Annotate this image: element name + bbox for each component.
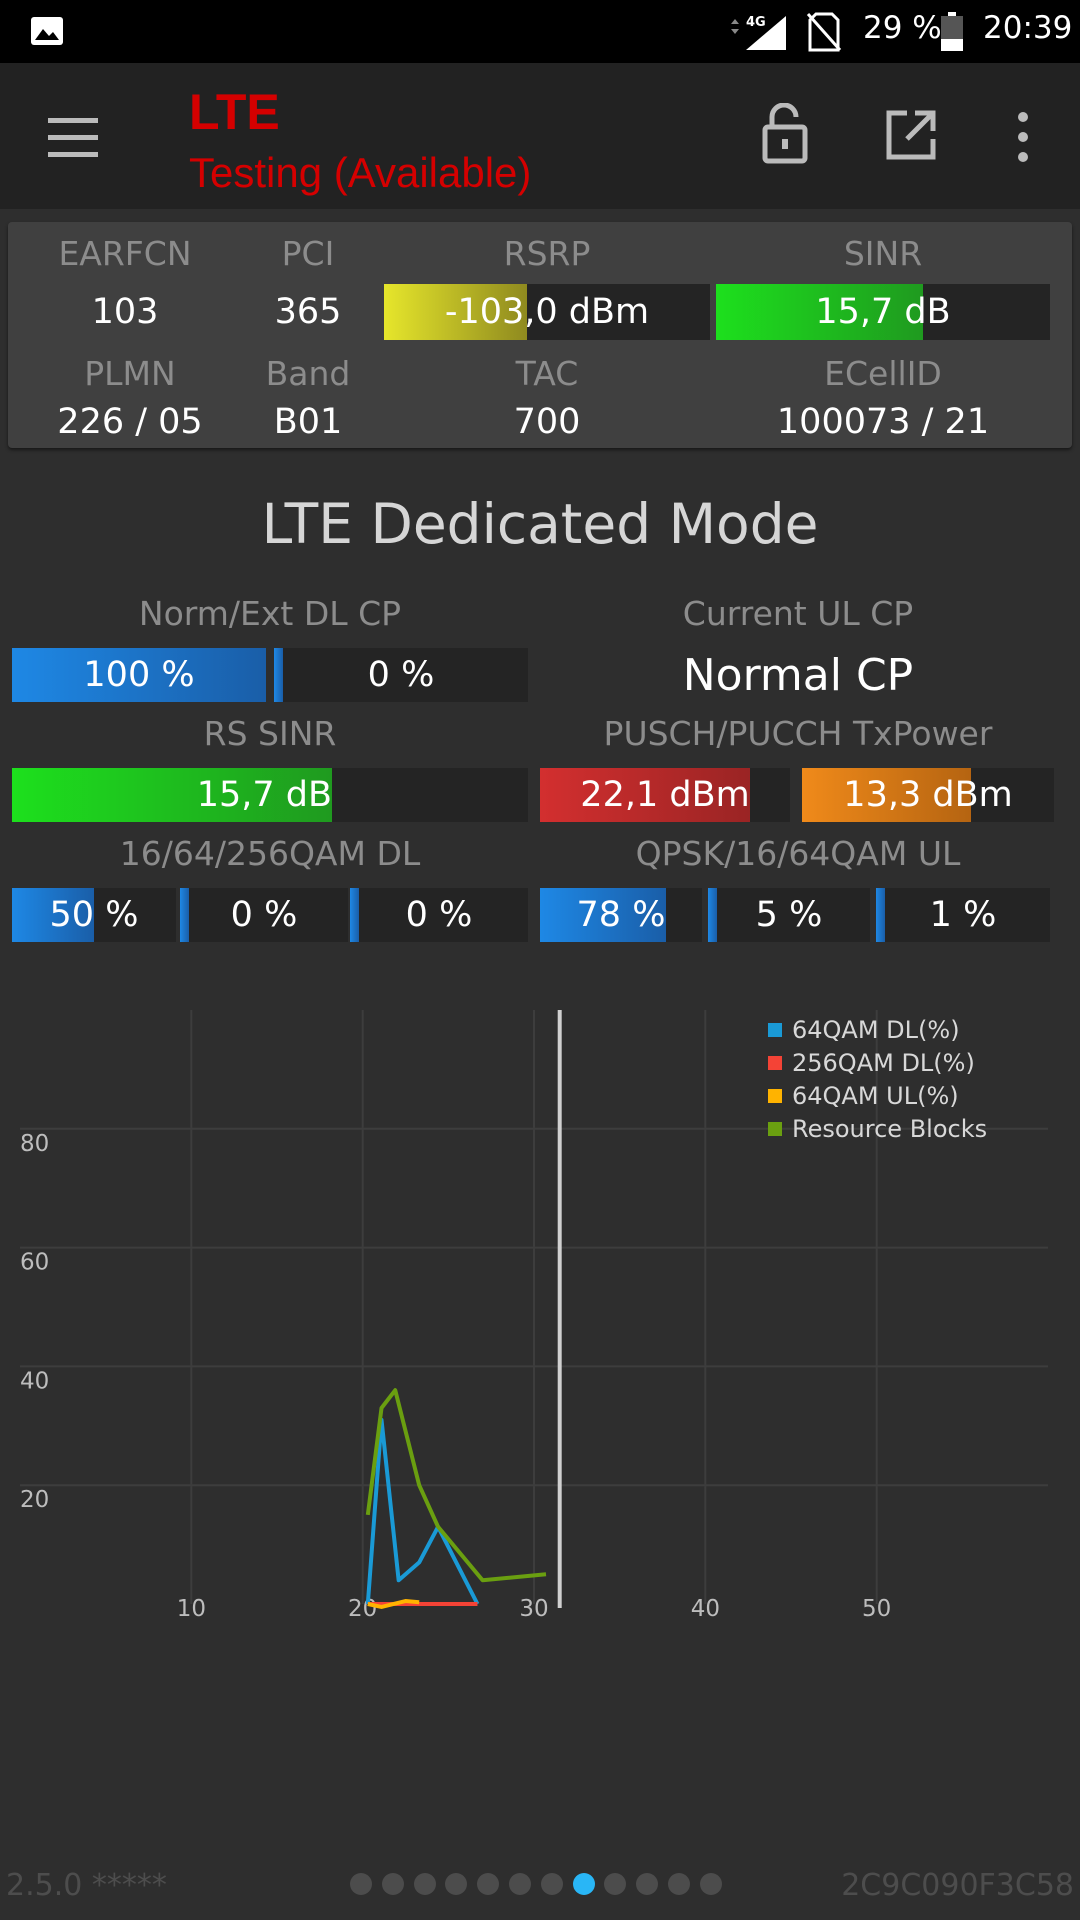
page-dot[interactable] — [604, 1873, 627, 1895]
more-vert-icon[interactable] — [1013, 111, 1033, 163]
legend-label: 64QAM DL(%) — [792, 1016, 960, 1044]
pucch-power-bar: 13,3 dBm — [802, 768, 1054, 822]
qam16-ul-value: 5 % — [755, 895, 823, 935]
band-value: B01 — [273, 402, 343, 442]
rsrp-value: -103,0 dBm — [444, 292, 650, 332]
legend-swatch — [768, 1089, 782, 1103]
y-tick-label: 20 — [20, 1487, 49, 1513]
earfcn-value: 103 — [91, 292, 159, 332]
qam-ul-label: QPSK/16/64QAM UL — [635, 834, 961, 873]
tac-value: 700 — [513, 402, 581, 442]
page-dot[interactable] — [699, 1873, 722, 1895]
x-tick-label: 20 — [348, 1596, 377, 1622]
legend-swatch — [768, 1122, 782, 1136]
page-dot[interactable] — [381, 1873, 404, 1895]
qam256-dl-bar: 0 % — [350, 888, 528, 942]
plmn-value: 226 / 05 — [57, 402, 203, 442]
page-dot[interactable] — [445, 1873, 468, 1895]
qam-history-chart: 10 20 30 40 50 20 40 60 80 64QAM DL(%) 256QAM DL(%… — [20, 1010, 1048, 1622]
page-dot[interactable] — [636, 1873, 659, 1895]
page-dot[interactable] — [413, 1873, 436, 1895]
rs-sinr-bar: 15,7 dB — [12, 768, 528, 822]
page-dot[interactable] — [540, 1873, 563, 1895]
sinr-value: 15,7 dB — [815, 292, 951, 332]
x-tick-label: 30 — [519, 1596, 548, 1622]
rs-sinr-value: 15,7 dB — [196, 775, 332, 815]
status-bar: 4G 29 % 20:39 — [0, 0, 1080, 63]
legend-swatch — [768, 1056, 782, 1070]
rs-sinr-label: RS SINR — [203, 714, 337, 753]
qam64-dl-value: 0 % — [230, 895, 298, 935]
band-label: Band — [265, 354, 351, 393]
legend-label: 64QAM UL(%) — [792, 1082, 959, 1110]
dl-cp-extended-bar: 0 % — [274, 648, 528, 702]
y-tick-label: 40 — [20, 1368, 49, 1394]
dl-cp-extended-value: 0 % — [367, 655, 435, 695]
gallery-notification-icon — [31, 17, 63, 45]
pci-label: PCI — [281, 234, 335, 273]
sinr-bar: 15,7 dB — [716, 284, 1050, 340]
x-tick-label: 50 — [862, 1596, 891, 1622]
legend-label: 256QAM DL(%) — [792, 1049, 975, 1077]
plmn-label: PLMN — [84, 354, 176, 393]
legend-label: Resource Blocks — [792, 1115, 987, 1143]
qpsk-ul-bar: 78 % — [540, 888, 702, 942]
ecellid-value: 100073 / 21 — [776, 402, 990, 442]
sinr-label: SINR — [843, 234, 923, 273]
pucch-power-value: 13,3 dBm — [843, 775, 1013, 815]
page-dot[interactable] — [350, 1873, 372, 1895]
pci-value: 365 — [274, 292, 342, 332]
series-line — [367, 1599, 420, 1609]
series-line — [365, 1388, 547, 1583]
x-tick-label: 10 — [177, 1596, 206, 1622]
qam64-dl-bar: 0 % — [180, 888, 348, 942]
earfcn-label: EARFCN — [58, 234, 192, 273]
page-dot[interactable] — [477, 1873, 500, 1895]
rsrp-label: RSRP — [503, 234, 591, 273]
pusch-power-bar: 22,1 dBm — [540, 768, 790, 822]
x-tick-label: 40 — [691, 1596, 720, 1622]
menu-icon[interactable] — [48, 118, 98, 158]
network-signal-icon: 4G — [731, 15, 786, 50]
tac-label: TAC — [515, 354, 579, 393]
qpsk-ul-value: 78 % — [576, 895, 666, 935]
page-dot[interactable] — [668, 1873, 690, 1895]
series-line — [365, 1417, 480, 1605]
device-id: 2C9C090F3C58 — [841, 1868, 1074, 1903]
open-external-icon[interactable] — [885, 109, 937, 161]
dl-cp-normal-bar: 100 % — [12, 648, 266, 702]
page-dot[interactable] — [509, 1873, 531, 1895]
version-label: 2.5.0 ***** — [6, 1868, 167, 1903]
rsrp-bar: -103,0 dBm — [384, 284, 710, 340]
svg-text:4G: 4G — [746, 15, 766, 30]
txpower-label: PUSCH/PUCCH TxPower — [603, 714, 993, 753]
qam256-dl-value: 0 % — [405, 895, 473, 935]
qam16-ul-bar: 5 % — [708, 888, 870, 942]
dl-cp-normal-value: 100 % — [83, 655, 195, 695]
qam16-dl-bar: 50 % — [12, 888, 176, 942]
legend-swatch — [768, 1023, 782, 1037]
qam16-dl-value: 50 % — [49, 895, 139, 935]
ecellid-label: ECellID — [824, 354, 942, 393]
clock: 20:39 — [983, 10, 1073, 46]
qam64-ul-value: 1 % — [929, 895, 997, 935]
ul-cp-label: Current UL CP — [682, 594, 914, 633]
dl-cp-label: Norm/Ext DL CP — [138, 594, 402, 633]
battery-icon — [941, 12, 963, 51]
pusch-power-value: 22,1 dBm — [580, 775, 750, 815]
app-bar: LTE Testing (Available) — [0, 63, 1080, 209]
y-tick-label: 60 — [20, 1250, 49, 1276]
y-tick-label: 80 — [20, 1131, 49, 1157]
cell-info-panel: EARFCN PCI RSRP SINR 103 365 -103,0 dBm … — [8, 222, 1072, 448]
lock-open-icon[interactable] — [762, 103, 808, 165]
section-title: LTE Dedicated Mode — [261, 492, 819, 556]
page-dot[interactable] — [572, 1873, 595, 1895]
app-subtitle: Testing (Available) — [189, 149, 532, 196]
no-sim-icon — [806, 12, 842, 52]
qam-dl-label: 16/64/256QAM DL — [119, 834, 421, 873]
app-title: LTE — [189, 84, 280, 140]
qam64-ul-bar: 1 % — [876, 888, 1050, 942]
ul-cp-value: Normal CP — [682, 650, 914, 701]
battery-percent: 29 % — [863, 10, 942, 46]
